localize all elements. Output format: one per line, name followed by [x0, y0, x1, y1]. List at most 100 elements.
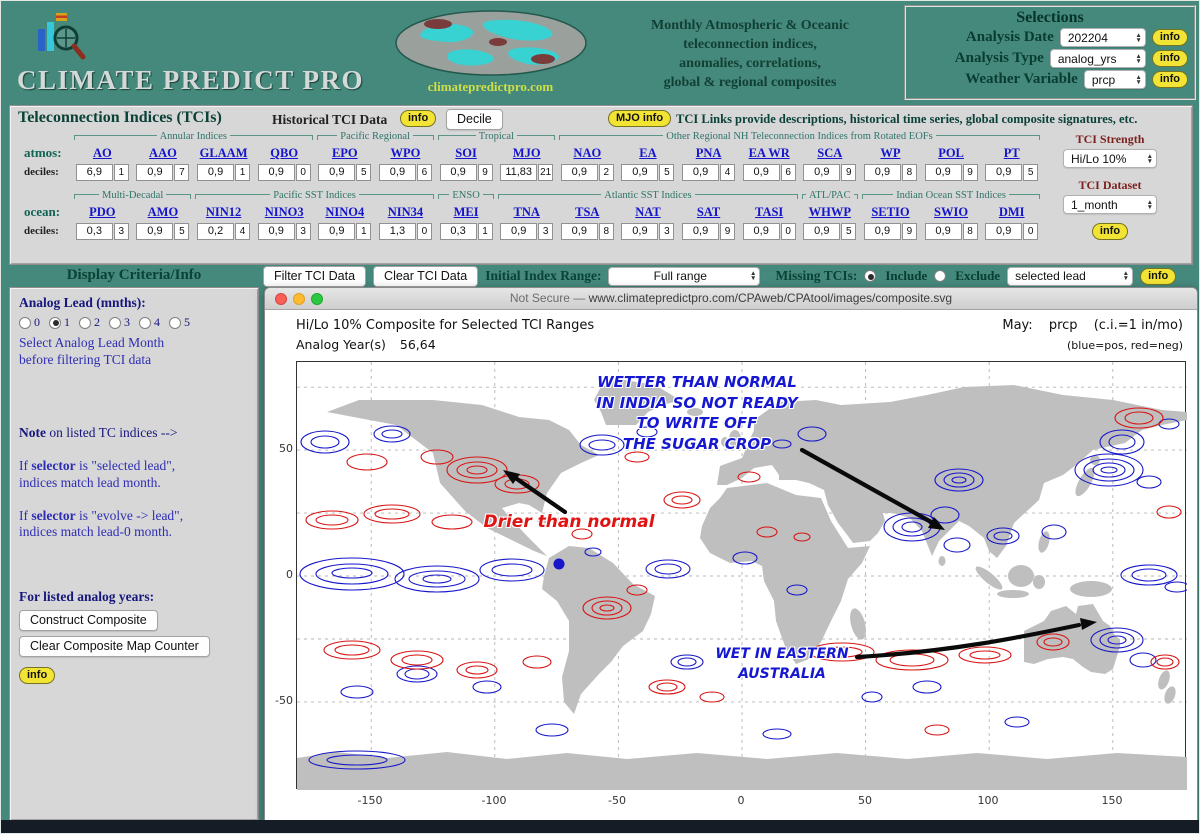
tci-link[interactable]: NAO: [573, 146, 602, 160]
decile-range-field[interactable]: 0,9: [985, 222, 1023, 240]
decile-range-field[interactable]: 6,9: [75, 163, 113, 181]
decile-rank-field[interactable]: 8: [901, 163, 917, 181]
decile-rank-field[interactable]: 5: [174, 222, 190, 240]
analysis-date-select[interactable]: 202204 ▲ ▼: [1059, 28, 1146, 47]
tci-link[interactable]: SWIO: [934, 205, 969, 219]
tci-link[interactable]: NIN34: [387, 205, 424, 219]
decile-rank-field[interactable]: 0: [1023, 222, 1039, 240]
decile-range-field[interactable]: 0,9: [500, 222, 538, 240]
info-button[interactable]: info: [1151, 50, 1188, 67]
decile-rank-field[interactable]: 6: [780, 163, 796, 181]
decile-range-field[interactable]: 0,9: [439, 163, 477, 181]
clear-tci-button[interactable]: Clear TCI Data: [373, 265, 479, 287]
tci-link[interactable]: NIN12: [205, 205, 242, 219]
tci-link[interactable]: TSA: [575, 205, 600, 219]
tci-link[interactable]: EPO: [331, 146, 358, 160]
decile-range-field[interactable]: 0,9: [924, 222, 962, 240]
decile-button[interactable]: Decile: [446, 109, 503, 130]
tci-link[interactable]: SAT: [696, 205, 721, 219]
decile-rank-field[interactable]: 3: [113, 222, 129, 240]
decile-range-field[interactable]: 0,9: [682, 163, 720, 181]
tci-link[interactable]: EA WR: [748, 146, 790, 160]
tci-dataset-select[interactable]: 1_month ▲ ▼: [1063, 195, 1157, 214]
decile-range-field[interactable]: 0,9: [318, 163, 356, 181]
decile-range-field[interactable]: 0,9: [682, 222, 720, 240]
decile-range-field[interactable]: 0,9: [985, 163, 1023, 181]
missing-exclude-radio[interactable]: [934, 270, 947, 282]
analog-lead-radio-5[interactable]: [169, 316, 181, 329]
tci-strength-select[interactable]: Hi/Lo 10% ▲ ▼: [1063, 149, 1157, 168]
decile-rank-field[interactable]: 9: [841, 163, 857, 181]
tci-link[interactable]: WPO: [390, 146, 421, 160]
analog-lead-radio-0[interactable]: [19, 316, 31, 329]
clear-composite-counter-button[interactable]: Clear Composite Map Counter: [19, 636, 210, 658]
analog-lead-radio-1[interactable]: [49, 316, 61, 329]
decile-range-field[interactable]: 0,9: [863, 222, 901, 240]
analog-lead-radio-2[interactable]: [79, 316, 91, 329]
zoom-button[interactable]: [311, 293, 323, 305]
weather-variable-select[interactable]: prcp ▲ ▼: [1083, 70, 1146, 89]
lead-selector-select[interactable]: selected lead ▲ ▼: [1007, 266, 1134, 286]
decile-rank-field[interactable]: 9: [477, 163, 493, 181]
decile-range-field[interactable]: 0,9: [560, 163, 598, 181]
tci-link[interactable]: PNA: [695, 146, 722, 160]
decile-rank-field[interactable]: 4: [235, 222, 251, 240]
tci-link[interactable]: WHWP: [808, 205, 851, 219]
filter-tci-button[interactable]: Filter TCI Data: [263, 265, 367, 287]
tci-link[interactable]: GLAAM: [199, 146, 248, 160]
index-range-select[interactable]: Full range ▲ ▼: [608, 266, 761, 286]
decile-rank-field[interactable]: 0: [416, 222, 432, 240]
decile-range-field[interactable]: 0,9: [560, 222, 598, 240]
tci-link[interactable]: SOI: [455, 146, 477, 160]
decile-range-field[interactable]: 0,9: [257, 222, 295, 240]
decile-range-field[interactable]: 0,9: [621, 222, 659, 240]
decile-range-field[interactable]: 11,83: [500, 163, 538, 181]
construct-composite-button[interactable]: Construct Composite: [19, 610, 158, 632]
decile-range-field[interactable]: 0,9: [136, 163, 174, 181]
decile-range-field[interactable]: 0,9: [197, 163, 235, 181]
tci-link[interactable]: EA: [639, 146, 657, 160]
decile-range-field[interactable]: 0,9: [136, 222, 174, 240]
decile-range-field[interactable]: 0,9: [378, 163, 416, 181]
decile-rank-field[interactable]: 21: [538, 163, 554, 181]
analysis-type-select[interactable]: analog_yrs ▲ ▼: [1049, 49, 1146, 68]
info-button[interactable]: info: [1091, 223, 1129, 240]
decile-rank-field[interactable]: 1: [477, 222, 493, 240]
decile-rank-field[interactable]: 3: [538, 222, 554, 240]
missing-include-radio[interactable]: [864, 270, 877, 282]
decile-range-field[interactable]: 0,2: [197, 222, 235, 240]
decile-range-field[interactable]: 1,3: [378, 222, 416, 240]
tci-link[interactable]: WP: [880, 146, 901, 160]
tci-link[interactable]: AMO: [147, 205, 179, 219]
tci-link[interactable]: DMI: [998, 205, 1025, 219]
tci-link[interactable]: AO: [92, 146, 112, 160]
tci-link[interactable]: QBO: [270, 146, 299, 160]
info-button[interactable]: info: [1140, 267, 1177, 285]
decile-rank-field[interactable]: 9: [901, 222, 917, 240]
decile-rank-field[interactable]: 0: [295, 163, 311, 181]
decile-rank-field[interactable]: 3: [659, 222, 675, 240]
tci-link[interactable]: TASI: [755, 205, 784, 219]
info-button[interactable]: info: [1151, 71, 1188, 88]
decile-rank-field[interactable]: 5: [356, 163, 372, 181]
decile-rank-field[interactable]: 9: [962, 163, 978, 181]
tci-link[interactable]: MEI: [453, 205, 479, 219]
info-button[interactable]: info: [1151, 29, 1188, 46]
tci-link[interactable]: NINO3: [264, 205, 304, 219]
analog-lead-radio-4[interactable]: [139, 316, 151, 329]
tci-link[interactable]: NAT: [635, 205, 661, 219]
decile-rank-field[interactable]: 8: [598, 222, 614, 240]
decile-range-field[interactable]: 0,3: [75, 222, 113, 240]
decile-range-field[interactable]: 0,9: [803, 163, 841, 181]
decile-range-field[interactable]: 0,3: [439, 222, 477, 240]
decile-rank-field[interactable]: 5: [1023, 163, 1039, 181]
decile-range-field[interactable]: 0,9: [318, 222, 356, 240]
tci-link[interactable]: POL: [938, 146, 964, 160]
decile-range-field[interactable]: 0,9: [257, 163, 295, 181]
tci-link[interactable]: MJO: [512, 146, 541, 160]
decile-rank-field[interactable]: 6: [416, 163, 432, 181]
decile-range-field[interactable]: 0,9: [621, 163, 659, 181]
decile-range-field[interactable]: 0,9: [924, 163, 962, 181]
decile-rank-field[interactable]: 8: [962, 222, 978, 240]
decile-rank-field[interactable]: 2: [598, 163, 614, 181]
